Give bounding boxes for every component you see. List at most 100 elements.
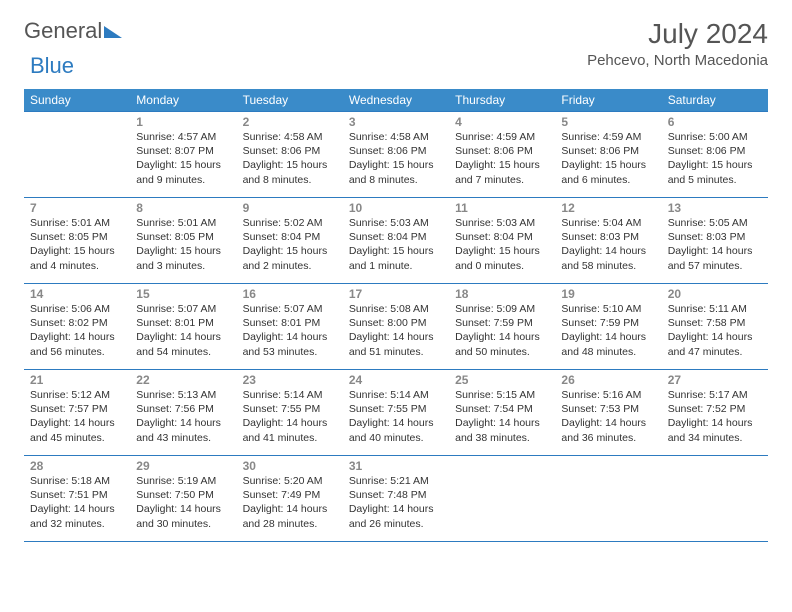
sunrise-text: Sunrise: 5:15 AM [455,388,549,402]
day-number: 26 [561,373,655,387]
location-subtitle: Pehcevo, North Macedonia [587,52,768,69]
day-number: 14 [30,287,124,301]
day-info: Sunrise: 5:19 AMSunset: 7:50 PMDaylight:… [136,474,230,531]
logo: General [24,18,122,44]
sunset-text: Sunset: 8:06 PM [668,144,762,158]
calendar-cell: 9Sunrise: 5:02 AMSunset: 8:04 PMDaylight… [237,198,343,284]
day-number: 24 [349,373,443,387]
calendar-cell: 18Sunrise: 5:09 AMSunset: 7:59 PMDayligh… [449,284,555,370]
day-number: 19 [561,287,655,301]
sunset-text: Sunset: 8:00 PM [349,316,443,330]
day-info: Sunrise: 5:17 AMSunset: 7:52 PMDaylight:… [668,388,762,445]
daylight-text: Daylight: 14 hours and 58 minutes. [561,244,655,272]
calendar-row: 14Sunrise: 5:06 AMSunset: 8:02 PMDayligh… [24,284,768,370]
day-info: Sunrise: 5:15 AMSunset: 7:54 PMDaylight:… [455,388,549,445]
day-number: 23 [243,373,337,387]
sunrise-text: Sunrise: 5:00 AM [668,130,762,144]
calendar-cell: 15Sunrise: 5:07 AMSunset: 8:01 PMDayligh… [130,284,236,370]
calendar-cell: 11Sunrise: 5:03 AMSunset: 8:04 PMDayligh… [449,198,555,284]
daylight-text: Daylight: 15 hours and 3 minutes. [136,244,230,272]
day-number: 16 [243,287,337,301]
day-number: 29 [136,459,230,473]
dow-thursday: Thursday [449,89,555,112]
daylight-text: Daylight: 15 hours and 0 minutes. [455,244,549,272]
logo-triangle-icon [104,18,122,44]
daylight-text: Daylight: 15 hours and 9 minutes. [136,158,230,186]
calendar-cell: 13Sunrise: 5:05 AMSunset: 8:03 PMDayligh… [662,198,768,284]
day-number: 20 [668,287,762,301]
sunrise-text: Sunrise: 5:19 AM [136,474,230,488]
sunset-text: Sunset: 8:06 PM [455,144,549,158]
calendar-cell: 16Sunrise: 5:07 AMSunset: 8:01 PMDayligh… [237,284,343,370]
sunset-text: Sunset: 8:05 PM [30,230,124,244]
sunrise-text: Sunrise: 4:58 AM [243,130,337,144]
day-info: Sunrise: 5:14 AMSunset: 7:55 PMDaylight:… [349,388,443,445]
sunset-text: Sunset: 8:05 PM [136,230,230,244]
sunrise-text: Sunrise: 5:20 AM [243,474,337,488]
sunset-text: Sunset: 8:07 PM [136,144,230,158]
day-info: Sunrise: 4:58 AMSunset: 8:06 PMDaylight:… [243,130,337,187]
day-info: Sunrise: 5:03 AMSunset: 8:04 PMDaylight:… [349,216,443,273]
daylight-text: Daylight: 15 hours and 8 minutes. [349,158,443,186]
day-number: 2 [243,115,337,129]
day-number: 6 [668,115,762,129]
sunset-text: Sunset: 8:01 PM [243,316,337,330]
calendar-cell: 30Sunrise: 5:20 AMSunset: 7:49 PMDayligh… [237,456,343,542]
daylight-text: Daylight: 15 hours and 8 minutes. [243,158,337,186]
calendar-cell: 23Sunrise: 5:14 AMSunset: 7:55 PMDayligh… [237,370,343,456]
sunset-text: Sunset: 8:06 PM [561,144,655,158]
daylight-text: Daylight: 14 hours and 38 minutes. [455,416,549,444]
sunrise-text: Sunrise: 5:03 AM [455,216,549,230]
calendar-cell: 7Sunrise: 5:01 AMSunset: 8:05 PMDaylight… [24,198,130,284]
sunrise-text: Sunrise: 5:08 AM [349,302,443,316]
sunset-text: Sunset: 8:03 PM [561,230,655,244]
daylight-text: Daylight: 14 hours and 53 minutes. [243,330,337,358]
day-info: Sunrise: 5:01 AMSunset: 8:05 PMDaylight:… [136,216,230,273]
daylight-text: Daylight: 14 hours and 28 minutes. [243,502,337,530]
day-info: Sunrise: 5:18 AMSunset: 7:51 PMDaylight:… [30,474,124,531]
sunset-text: Sunset: 7:49 PM [243,488,337,502]
day-info: Sunrise: 4:59 AMSunset: 8:06 PMDaylight:… [561,130,655,187]
sunrise-text: Sunrise: 5:04 AM [561,216,655,230]
calendar-cell: 1Sunrise: 4:57 AMSunset: 8:07 PMDaylight… [130,112,236,198]
sunset-text: Sunset: 7:56 PM [136,402,230,416]
daylight-text: Daylight: 14 hours and 50 minutes. [455,330,549,358]
day-info: Sunrise: 5:06 AMSunset: 8:02 PMDaylight:… [30,302,124,359]
day-info: Sunrise: 5:13 AMSunset: 7:56 PMDaylight:… [136,388,230,445]
logo-word1: General [24,18,102,44]
day-info: Sunrise: 5:08 AMSunset: 8:00 PMDaylight:… [349,302,443,359]
daylight-text: Daylight: 14 hours and 47 minutes. [668,330,762,358]
daylight-text: Daylight: 15 hours and 4 minutes. [30,244,124,272]
day-info: Sunrise: 5:07 AMSunset: 8:01 PMDaylight:… [136,302,230,359]
day-info: Sunrise: 4:57 AMSunset: 8:07 PMDaylight:… [136,130,230,187]
day-number: 13 [668,201,762,215]
daylight-text: Daylight: 14 hours and 30 minutes. [136,502,230,530]
day-number: 28 [30,459,124,473]
day-info: Sunrise: 5:14 AMSunset: 7:55 PMDaylight:… [243,388,337,445]
calendar-cell: 21Sunrise: 5:12 AMSunset: 7:57 PMDayligh… [24,370,130,456]
day-info: Sunrise: 5:10 AMSunset: 7:59 PMDaylight:… [561,302,655,359]
calendar-table: Sunday Monday Tuesday Wednesday Thursday… [24,89,768,542]
sunset-text: Sunset: 7:52 PM [668,402,762,416]
daylight-text: Daylight: 14 hours and 48 minutes. [561,330,655,358]
day-info: Sunrise: 5:20 AMSunset: 7:49 PMDaylight:… [243,474,337,531]
day-number: 17 [349,287,443,301]
day-number: 15 [136,287,230,301]
sunrise-text: Sunrise: 5:01 AM [30,216,124,230]
day-info: Sunrise: 5:03 AMSunset: 8:04 PMDaylight:… [455,216,549,273]
day-number: 22 [136,373,230,387]
day-number: 25 [455,373,549,387]
day-number: 12 [561,201,655,215]
sunrise-text: Sunrise: 5:12 AM [30,388,124,402]
calendar-cell: 26Sunrise: 5:16 AMSunset: 7:53 PMDayligh… [555,370,661,456]
day-number: 30 [243,459,337,473]
day-number: 9 [243,201,337,215]
sunrise-text: Sunrise: 5:07 AM [243,302,337,316]
day-number: 21 [30,373,124,387]
calendar-cell: 4Sunrise: 4:59 AMSunset: 8:06 PMDaylight… [449,112,555,198]
sunrise-text: Sunrise: 5:09 AM [455,302,549,316]
sunrise-text: Sunrise: 5:14 AM [349,388,443,402]
day-info: Sunrise: 5:21 AMSunset: 7:48 PMDaylight:… [349,474,443,531]
daylight-text: Daylight: 15 hours and 5 minutes. [668,158,762,186]
sunset-text: Sunset: 7:58 PM [668,316,762,330]
